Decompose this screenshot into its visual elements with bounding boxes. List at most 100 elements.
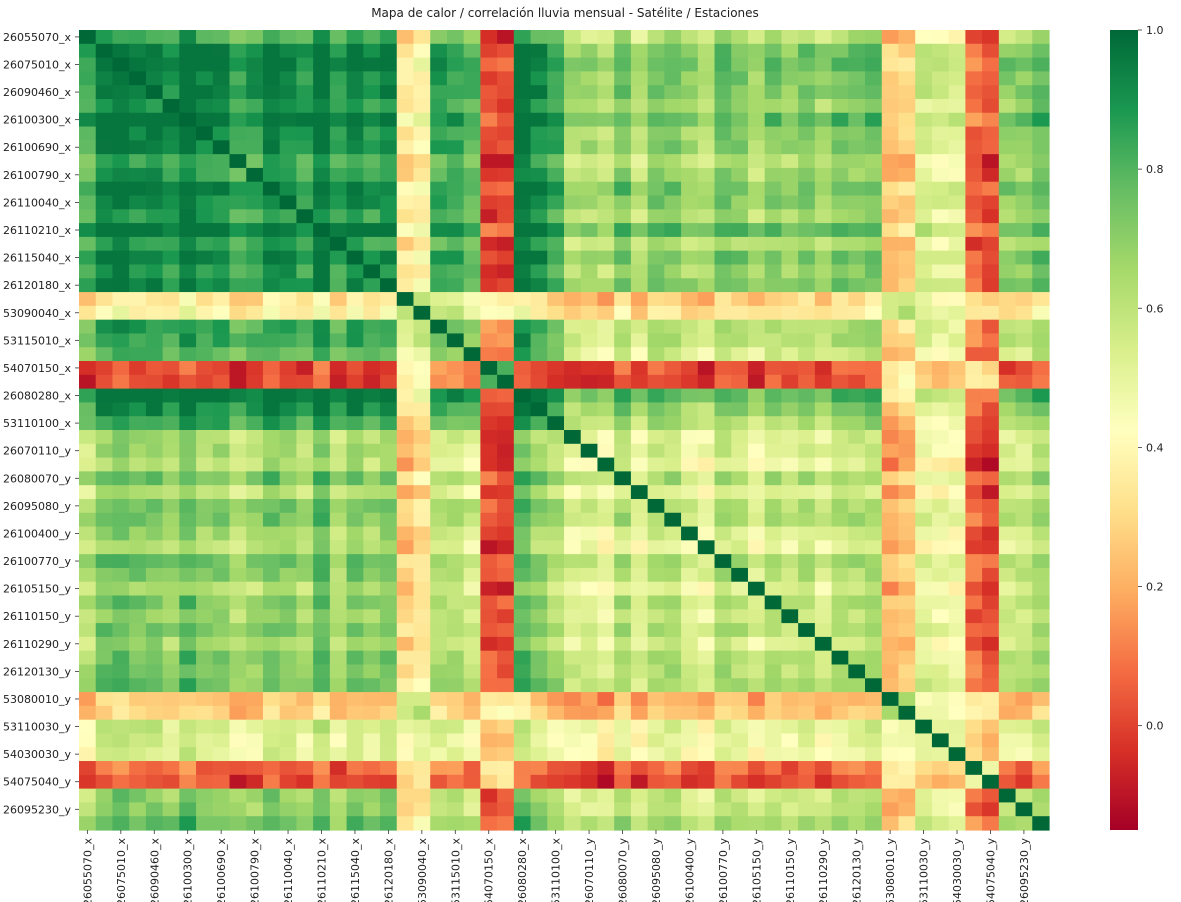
heatmap-cell xyxy=(798,443,816,459)
heatmap-cell xyxy=(714,471,732,486)
heatmap-cell xyxy=(480,30,498,45)
heatmap-cell xyxy=(714,85,732,100)
heatmap-cell xyxy=(714,278,732,293)
heatmap-cell xyxy=(229,526,247,541)
heatmap-cell xyxy=(212,333,231,348)
heatmap-cell xyxy=(363,526,381,541)
heatmap-cell xyxy=(998,388,1017,404)
y-tick-label: 53090040_x xyxy=(3,307,71,320)
heatmap-cell xyxy=(296,209,314,224)
heatmap-cell xyxy=(196,498,214,514)
heatmap-cell xyxy=(915,485,933,500)
heatmap-cell xyxy=(898,112,916,128)
heatmap-cell xyxy=(396,595,415,610)
heatmap-cell xyxy=(346,388,364,404)
heatmap-cell xyxy=(731,333,749,348)
heatmap-cell xyxy=(162,430,180,445)
heatmap-cell xyxy=(1015,609,1033,624)
heatmap-cell xyxy=(497,498,515,514)
heatmap-cell xyxy=(497,154,515,169)
heatmap-cell xyxy=(95,498,114,514)
heatmap-cell xyxy=(630,181,649,197)
heatmap-cell xyxy=(647,126,665,141)
heatmap-cell xyxy=(179,30,197,45)
heatmap-cell xyxy=(898,705,916,721)
heatmap-cell xyxy=(480,554,498,569)
heatmap-cell xyxy=(898,430,916,445)
heatmap-cell xyxy=(179,278,197,293)
heatmap-cell xyxy=(881,705,900,721)
heatmap-cell xyxy=(664,250,682,266)
heatmap-cell xyxy=(79,816,97,831)
heatmap-cell xyxy=(1032,774,1050,790)
heatmap-cell xyxy=(430,802,448,817)
heatmap-cell xyxy=(664,485,682,500)
heatmap-cell xyxy=(580,471,599,486)
heatmap-cell xyxy=(664,540,682,555)
heatmap-cell xyxy=(998,816,1017,831)
heatmap-cell xyxy=(95,361,114,376)
heatmap-cell xyxy=(781,678,799,693)
heatmap-cell xyxy=(681,581,699,597)
heatmap-cell xyxy=(731,554,749,569)
heatmap-cell xyxy=(145,554,164,569)
heatmap-cell xyxy=(848,747,866,762)
heatmap-cell xyxy=(262,609,281,624)
heatmap-cell xyxy=(212,526,231,541)
heatmap-cell xyxy=(814,292,833,307)
heatmap-cell xyxy=(764,361,783,376)
heatmap-cell xyxy=(798,512,816,528)
heatmap-cell xyxy=(363,98,381,114)
heatmap-cell xyxy=(848,664,866,679)
heatmap-cell xyxy=(329,636,348,652)
heatmap-cell xyxy=(664,526,682,541)
heatmap-cell xyxy=(162,57,180,72)
heatmap-cell xyxy=(764,388,783,404)
heatmap-cell xyxy=(229,416,247,431)
heatmap-cell xyxy=(196,126,214,141)
heatmap-cell xyxy=(463,581,481,597)
heatmap-cell xyxy=(446,595,465,610)
heatmap-cell xyxy=(965,250,983,266)
heatmap-cell xyxy=(497,692,515,707)
heatmap-cell xyxy=(380,126,398,141)
heatmap-cell xyxy=(430,319,448,335)
heatmap-cell xyxy=(814,278,833,293)
heatmap-cell xyxy=(1015,623,1033,638)
heatmap-cell xyxy=(497,195,515,210)
heatmap-cell xyxy=(931,788,950,804)
heatmap-cell xyxy=(731,181,749,197)
heatmap-cell xyxy=(246,292,264,307)
heatmap-cell xyxy=(998,623,1017,638)
heatmap-cell xyxy=(329,43,348,59)
heatmap-cell xyxy=(430,761,448,776)
heatmap-cell xyxy=(430,71,448,86)
heatmap-cell xyxy=(179,802,197,817)
heatmap-cell xyxy=(731,747,749,762)
heatmap-cell xyxy=(162,71,180,86)
heatmap-cell xyxy=(630,788,649,804)
heatmap-cell xyxy=(380,802,398,817)
heatmap-cell xyxy=(681,333,699,348)
heatmap-cell xyxy=(313,554,331,569)
heatmap-cell xyxy=(931,664,950,679)
heatmap-cell xyxy=(664,195,682,210)
heatmap-cell xyxy=(497,43,515,59)
heatmap-cell xyxy=(112,788,130,804)
heatmap-cell xyxy=(931,195,950,210)
heatmap-cell xyxy=(881,416,900,431)
x-tick-label: 53115010_x xyxy=(449,838,462,902)
heatmap-cell xyxy=(580,154,599,169)
heatmap-cell xyxy=(948,347,966,362)
heatmap-cell xyxy=(480,333,498,348)
heatmap-cell xyxy=(881,471,900,486)
heatmap-cell xyxy=(731,98,749,114)
heatmap-cell xyxy=(1032,733,1050,748)
heatmap-cell xyxy=(129,416,147,431)
heatmap-cell xyxy=(1032,374,1050,390)
heatmap-cell xyxy=(998,747,1017,762)
heatmap-cell xyxy=(480,609,498,624)
heatmap-cell xyxy=(681,471,699,486)
heatmap-cell xyxy=(363,264,381,279)
heatmap-cell xyxy=(982,264,1000,279)
